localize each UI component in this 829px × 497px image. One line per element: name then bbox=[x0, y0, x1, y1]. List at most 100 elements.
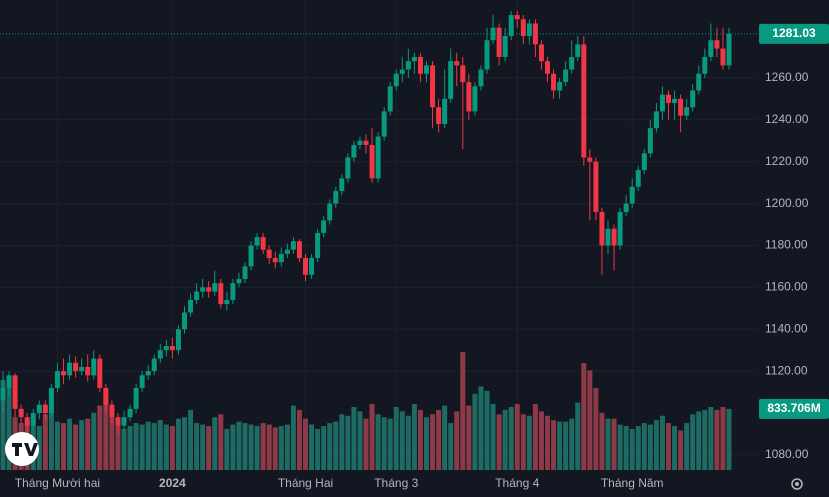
candle-body bbox=[599, 211, 605, 246]
candle-body bbox=[284, 249, 290, 254]
candle-body bbox=[508, 15, 514, 37]
candle-body bbox=[714, 40, 720, 49]
volume-bar bbox=[230, 424, 236, 470]
candle-body bbox=[520, 19, 526, 37]
candle-body bbox=[623, 203, 629, 212]
volume-bar bbox=[672, 426, 678, 470]
candle-body bbox=[67, 362, 73, 376]
volume-bar bbox=[369, 404, 375, 470]
candle-body bbox=[109, 404, 115, 418]
volume-bar bbox=[387, 418, 393, 470]
candle-body bbox=[617, 211, 623, 246]
candle-body bbox=[708, 40, 714, 57]
candle-body bbox=[296, 241, 302, 259]
candle-body bbox=[678, 98, 684, 116]
volume-bar bbox=[115, 424, 121, 470]
last-price-box bbox=[759, 23, 829, 44]
volume-bar bbox=[702, 409, 708, 470]
y-tick-label: 1220.00 bbox=[765, 154, 809, 168]
volume-bar bbox=[496, 414, 502, 470]
volume-bar bbox=[36, 426, 42, 470]
volume-bar bbox=[635, 426, 641, 470]
candle-body bbox=[236, 278, 242, 284]
volume-bar bbox=[333, 421, 339, 470]
volume-bar bbox=[545, 415, 550, 470]
volume-bar bbox=[532, 404, 538, 470]
volume-bar bbox=[351, 406, 357, 470]
volume-bar bbox=[460, 352, 466, 470]
volume-bar bbox=[678, 430, 684, 470]
y-tick-label: 1240.00 bbox=[765, 112, 809, 126]
volume-bar bbox=[411, 404, 417, 470]
candle-body bbox=[466, 82, 472, 112]
logo[interactable] bbox=[5, 432, 39, 466]
volume-bar bbox=[587, 370, 593, 470]
candle-body bbox=[61, 371, 66, 376]
candle-body bbox=[696, 73, 702, 91]
volume-bar bbox=[526, 415, 532, 470]
candle-body bbox=[200, 287, 206, 292]
candle-body bbox=[557, 82, 563, 91]
candle-body bbox=[593, 161, 599, 212]
candle-body bbox=[720, 48, 726, 66]
volume-bar bbox=[502, 409, 508, 470]
candle-body bbox=[448, 61, 454, 99]
candle-body bbox=[12, 375, 18, 409]
volume-bar bbox=[599, 412, 605, 470]
volume-bar bbox=[557, 421, 563, 470]
x-tick-label: Tháng Hai bbox=[278, 476, 333, 490]
candle-body bbox=[248, 245, 254, 267]
volume-bar bbox=[194, 423, 200, 470]
volume-bar bbox=[139, 424, 145, 470]
candle-body bbox=[502, 36, 508, 57]
candle-body bbox=[393, 73, 399, 87]
volume-bar bbox=[393, 406, 399, 470]
volume-bar bbox=[569, 418, 575, 470]
volume-bar bbox=[212, 417, 218, 470]
candle-body bbox=[399, 69, 405, 74]
candle-body bbox=[182, 312, 187, 330]
x-tick-label: Tháng 3 bbox=[374, 476, 418, 490]
volume-bar bbox=[653, 420, 659, 470]
candle-body bbox=[36, 404, 42, 414]
candle-body bbox=[430, 65, 436, 108]
volume-bar bbox=[182, 417, 187, 470]
candle-body bbox=[85, 366, 91, 376]
candle-body bbox=[309, 258, 315, 275]
candle-body bbox=[629, 186, 635, 204]
volume-bar bbox=[617, 424, 623, 470]
candle-body bbox=[653, 111, 659, 129]
volume-bar bbox=[284, 424, 290, 470]
axes: Tháng Mười hai 2024 Tháng Hai Tháng 3 Tháng … bbox=[0, 23, 829, 490]
candle-body bbox=[381, 111, 387, 137]
candle-body bbox=[224, 299, 230, 305]
candle-body bbox=[478, 69, 484, 87]
logo-circle[interactable] bbox=[5, 432, 39, 466]
settings-icon[interactable] bbox=[791, 478, 803, 490]
candle-body bbox=[272, 258, 278, 263]
logo-glyph bbox=[12, 443, 38, 456]
candle-body bbox=[345, 157, 351, 179]
y-tick-label: 1120.00 bbox=[765, 363, 808, 377]
candle-body bbox=[611, 228, 617, 246]
volume-bar bbox=[85, 418, 91, 470]
candle-body bbox=[18, 408, 24, 418]
x-tick-label: 2024 bbox=[159, 476, 186, 490]
volume-bar bbox=[0, 379, 6, 470]
candle-body bbox=[514, 15, 520, 20]
volume-bar bbox=[260, 423, 266, 470]
candle-body bbox=[30, 413, 36, 426]
gear[interactable] bbox=[791, 478, 803, 490]
candle-body bbox=[496, 27, 502, 57]
volume-bar bbox=[551, 420, 557, 470]
candle-body bbox=[357, 140, 363, 145]
volume-bar bbox=[714, 409, 720, 470]
candle-body bbox=[387, 86, 393, 112]
candle-body bbox=[194, 291, 200, 300]
volume-bar bbox=[224, 428, 230, 470]
candle-body bbox=[405, 61, 411, 70]
candle-body bbox=[351, 144, 357, 158]
volume-bar bbox=[508, 406, 514, 470]
volume-bar bbox=[254, 426, 260, 470]
candle-body bbox=[79, 366, 85, 372]
